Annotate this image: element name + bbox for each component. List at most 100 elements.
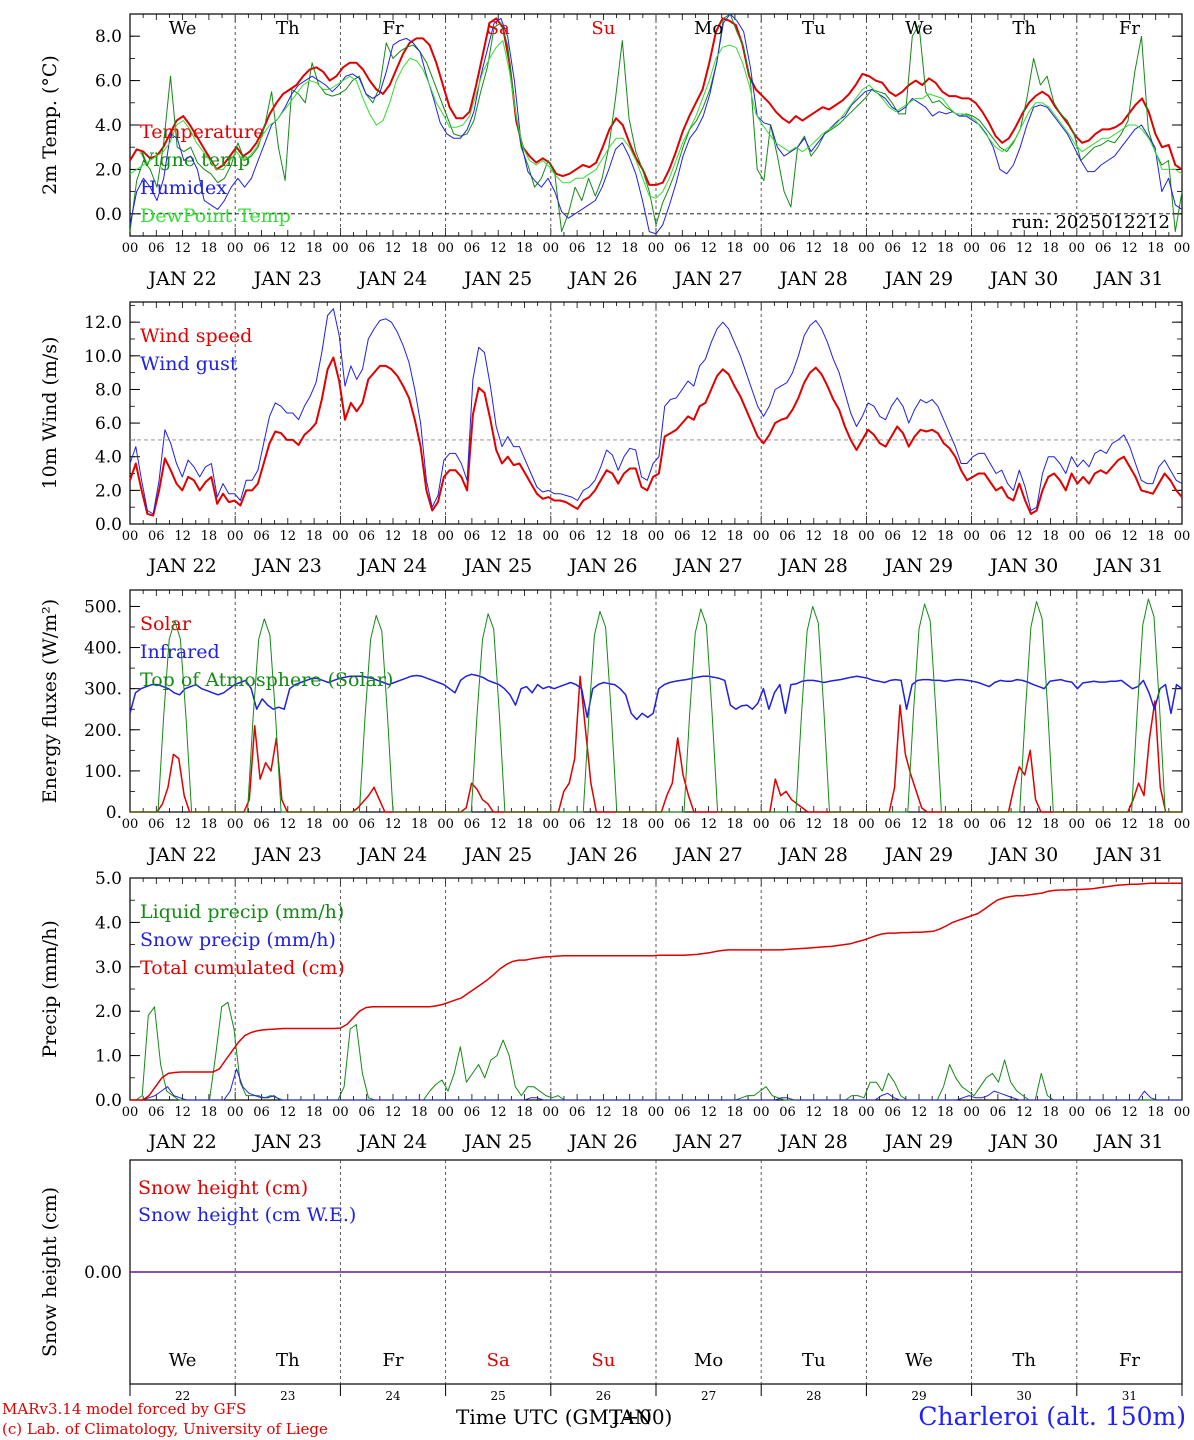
series-line-temperature (129, 17, 1183, 186)
date-label: JAN 22 (147, 268, 217, 290)
hour-label: 00 (1069, 241, 1086, 256)
hour-label: 00 (543, 817, 560, 832)
hour-label: 12 (280, 1105, 297, 1120)
date-label: JAN 31 (1093, 844, 1163, 866)
hour-label: 12 (280, 529, 297, 544)
hour-label: 06 (253, 241, 270, 256)
date-label: JAN 26 (567, 555, 637, 577)
hour-label: 06 (1095, 241, 1112, 256)
hour-label: 12 (595, 241, 612, 256)
series-line-wind-gust (129, 308, 1183, 515)
date-label: JAN 31 (1093, 1131, 1163, 1153)
hour-label: 12 (911, 1105, 928, 1120)
hour-label: 18 (832, 529, 849, 544)
hour-label: 06 (1095, 817, 1112, 832)
date-label: JAN 26 (567, 844, 637, 866)
date-label: JAN 25 (462, 1131, 532, 1153)
hour-label: 06 (779, 817, 796, 832)
y-tick-label: 2.0 (95, 160, 122, 180)
legend-entry: Wind gust (140, 353, 238, 375)
y-tick-label: 3.0 (95, 958, 122, 978)
y-tick-label: 1.0 (95, 1047, 122, 1067)
y-axis-label: 2m Temp. (°C) (39, 55, 61, 195)
panel-energy: 0. 100. 200. 300. 400. 500. Energy fluxes (W/m… (39, 589, 1191, 866)
hour-label: 12 (174, 529, 191, 544)
hour-label: 12 (595, 817, 612, 832)
x-axis-title: Time UTC (GMT+00) (456, 1405, 673, 1429)
date-label: JAN 22 (147, 555, 217, 577)
y-tick-label: 100. (84, 762, 122, 782)
y-tick-label: 8.0 (95, 27, 122, 47)
date-label: JAN 23 (252, 555, 322, 577)
hour-label: 00 (963, 529, 980, 544)
hour-label: 00 (963, 817, 980, 832)
day-name-bottom: Su (591, 1350, 615, 1371)
hour-label: 00 (753, 241, 770, 256)
y-tick-label: 300. (84, 680, 122, 700)
hour-label: 00 (648, 529, 665, 544)
hour-label: 12 (595, 1105, 612, 1120)
hour-label: 00 (1069, 529, 1086, 544)
date-label: JAN 26 (567, 268, 637, 290)
hour-label: 00 (122, 817, 139, 832)
day-name-top: Su (591, 18, 615, 39)
hour-label: 00 (332, 817, 349, 832)
hour-label: 18 (201, 241, 218, 256)
day-number: 23 (280, 1389, 295, 1400)
hour-label: 18 (1042, 1105, 1059, 1120)
hour-label: 06 (990, 529, 1007, 544)
hour-label: 00 (753, 1105, 770, 1120)
hour-label: 18 (411, 241, 428, 256)
hour-label: 06 (358, 1105, 375, 1120)
hour-label: 06 (674, 1105, 691, 1120)
hour-label: 12 (1121, 1105, 1138, 1120)
legend-entry: Humidex (140, 177, 227, 199)
hour-label: 06 (779, 529, 796, 544)
hour-label: 12 (1121, 241, 1138, 256)
hour-label: 18 (937, 241, 954, 256)
series-line-vigne-temp (129, 13, 1183, 233)
hour-label: 00 (1174, 817, 1191, 832)
y-tick-label: 500. (84, 597, 122, 617)
panel-precip: 0.0 1.0 2.0 3.0 4.0 5.0 Precip (mm/h) Liquid pr… (39, 869, 1190, 1153)
date-label: JAN 28 (778, 555, 848, 577)
date-label: JAN 23 (252, 1131, 322, 1153)
hour-label: 06 (674, 241, 691, 256)
hour-label: 18 (306, 817, 323, 832)
hour-label: 12 (490, 1105, 507, 1120)
day-name-top: We (905, 18, 933, 39)
hour-label: 18 (1042, 241, 1059, 256)
hour-label: 18 (621, 241, 638, 256)
hour-label: 18 (516, 817, 533, 832)
hour-label: 00 (543, 529, 560, 544)
legend-entry: DewPoint Temp (140, 205, 291, 227)
date-label: JAN 24 (357, 1131, 427, 1153)
hour-label: 06 (674, 529, 691, 544)
day-name-top: Tu (802, 18, 826, 39)
y-tick-label: 12.0 (84, 313, 122, 333)
legend-entry: Snow height (cm) (138, 1177, 308, 1199)
day-number: 29 (911, 1389, 926, 1400)
day-number: 26 (596, 1389, 611, 1400)
hour-label: 00 (332, 241, 349, 256)
hour-label: 06 (884, 529, 901, 544)
hour-label: 18 (727, 1105, 744, 1120)
hour-label: 12 (700, 817, 717, 832)
y-tick-label: 10.0 (84, 347, 122, 367)
y-tick-label: 400. (84, 639, 122, 659)
date-label: JAN 24 (357, 844, 427, 866)
hour-label: 18 (1147, 817, 1164, 832)
hour-label: 12 (174, 241, 191, 256)
hour-label: 06 (148, 241, 165, 256)
hour-label: 06 (990, 1105, 1007, 1120)
legend-entry: Temperature (140, 121, 264, 143)
series-line-top-of-atmosphere-solar- (130, 598, 1182, 813)
y-axis-label: Precip (mm/h) (39, 920, 61, 1058)
hour-label: 18 (411, 817, 428, 832)
panel-wind: 0.0 2.0 4.0 6.0 8.0 10.0 12.0 10m Wind (m/s) Win… (39, 301, 1190, 577)
date-label: JAN 28 (778, 1131, 848, 1153)
hour-label: 00 (648, 241, 665, 256)
hour-label: 18 (516, 529, 533, 544)
day-name-bottom: We (169, 1350, 197, 1371)
hour-label: 18 (1147, 241, 1164, 256)
